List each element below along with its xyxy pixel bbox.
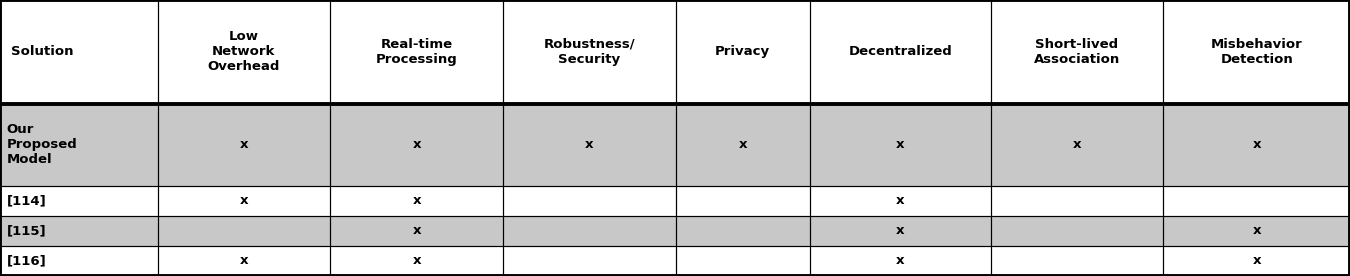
Bar xyxy=(331,246,504,276)
Bar xyxy=(675,216,810,246)
Bar xyxy=(1164,246,1350,276)
Bar xyxy=(810,104,991,186)
Text: [114]: [114] xyxy=(7,194,46,207)
Text: x: x xyxy=(896,194,905,207)
Text: x: x xyxy=(585,138,594,151)
Bar xyxy=(1164,104,1350,186)
Bar xyxy=(991,246,1164,276)
Bar xyxy=(810,0,991,104)
Bar xyxy=(810,246,991,276)
Bar xyxy=(810,216,991,246)
Bar xyxy=(504,216,675,246)
Text: Decentralized: Decentralized xyxy=(848,46,952,59)
Bar xyxy=(331,186,504,216)
Bar xyxy=(504,186,675,216)
Bar xyxy=(331,0,504,104)
Text: x: x xyxy=(1253,254,1261,267)
Bar xyxy=(991,0,1164,104)
Text: x: x xyxy=(1253,224,1261,237)
Bar xyxy=(331,216,504,246)
Text: x: x xyxy=(896,138,905,151)
Bar xyxy=(810,186,991,216)
Bar xyxy=(991,104,1164,186)
Bar xyxy=(331,104,504,186)
Bar xyxy=(1164,186,1350,216)
Bar xyxy=(0,186,158,216)
Text: x: x xyxy=(239,138,248,151)
Text: x: x xyxy=(1253,138,1261,151)
Bar xyxy=(158,216,331,246)
Text: x: x xyxy=(896,254,905,267)
Bar xyxy=(504,246,675,276)
Bar xyxy=(0,104,158,186)
Text: x: x xyxy=(412,254,421,267)
Text: [115]: [115] xyxy=(7,224,46,237)
Text: [116]: [116] xyxy=(7,254,46,267)
Bar xyxy=(158,104,331,186)
Bar xyxy=(158,186,331,216)
Text: Misbehavior
Detection: Misbehavior Detection xyxy=(1211,38,1303,66)
Text: Low
Network
Overhead: Low Network Overhead xyxy=(208,30,279,73)
Text: x: x xyxy=(239,194,248,207)
Text: Solution: Solution xyxy=(11,46,73,59)
Text: x: x xyxy=(412,138,421,151)
Bar xyxy=(1164,216,1350,246)
Bar xyxy=(675,104,810,186)
Text: x: x xyxy=(1073,138,1081,151)
Text: x: x xyxy=(412,224,421,237)
Bar xyxy=(504,104,675,186)
Text: Our
Proposed
Model: Our Proposed Model xyxy=(7,123,77,166)
Bar xyxy=(158,0,331,104)
Text: x: x xyxy=(738,138,747,151)
Bar xyxy=(991,216,1164,246)
Bar xyxy=(0,0,158,104)
Bar xyxy=(675,246,810,276)
Bar xyxy=(158,246,331,276)
Text: x: x xyxy=(412,194,421,207)
Text: Privacy: Privacy xyxy=(716,46,771,59)
Bar xyxy=(1164,0,1350,104)
Text: Short-lived
Association: Short-lived Association xyxy=(1034,38,1120,66)
Bar xyxy=(504,0,675,104)
Bar xyxy=(675,186,810,216)
Text: Real-time
Processing: Real-time Processing xyxy=(375,38,458,66)
Bar xyxy=(0,246,158,276)
Bar xyxy=(991,186,1164,216)
Text: x: x xyxy=(896,224,905,237)
Bar xyxy=(675,0,810,104)
Bar xyxy=(0,216,158,246)
Text: x: x xyxy=(239,254,248,267)
Text: Robustness/
Security: Robustness/ Security xyxy=(544,38,634,66)
